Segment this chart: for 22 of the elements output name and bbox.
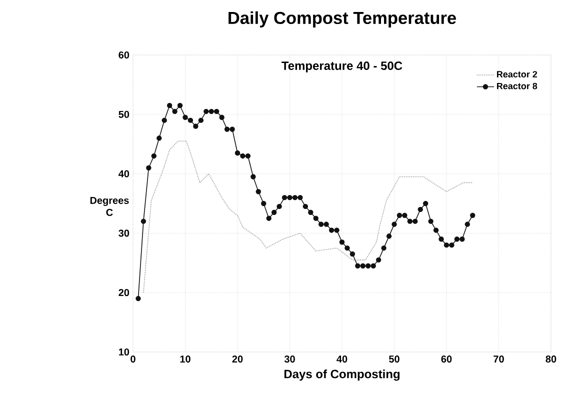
legend-label: Reactor 2 [497, 71, 538, 78]
x-tick-label: 20 [232, 356, 243, 363]
annotation: Temperature 40 - 50C [282, 62, 402, 72]
y-tick-label: 30 [118, 230, 130, 237]
x-axis-title: Days of Composting [284, 369, 400, 381]
x-tick-label: 80 [546, 356, 556, 363]
x-tick-label: 60 [441, 356, 452, 363]
y-tick-label: 40 [118, 170, 130, 178]
x-tick-label: 50 [388, 356, 400, 363]
x-tick-label: 30 [284, 356, 295, 363]
y-tick-label: 60 [118, 51, 130, 59]
x-tick-label: 40 [336, 356, 348, 363]
y-tick-label: 50 [118, 110, 130, 118]
y-tick-label: 20 [118, 289, 130, 296]
x-tick-label: 0 [130, 356, 136, 363]
chart-title: Daily Compost Temperature [228, 11, 456, 28]
x-tick-label: 70 [494, 356, 504, 363]
y-axis-title: Degrees C [90, 196, 129, 216]
legend-label: Reactor 8 [497, 82, 538, 90]
y-tick-label: 10 [118, 348, 130, 356]
x-tick-label: 10 [180, 356, 190, 363]
line-series [143, 140, 474, 293]
